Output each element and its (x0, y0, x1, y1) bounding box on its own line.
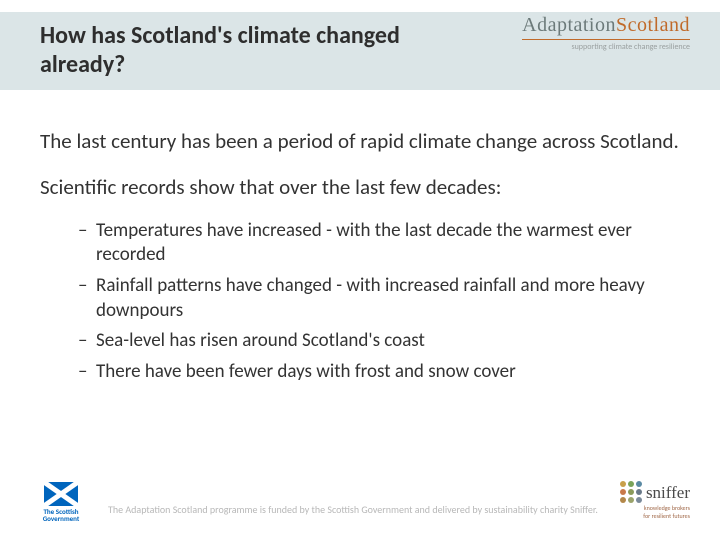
bullet-item: Sea-level has risen around Scotland's co… (78, 329, 680, 354)
bullet-item: Rainfall patterns have changed - with in… (78, 274, 680, 323)
brand-tagline: supporting climate change resilience (522, 39, 690, 52)
scottish-government-logo: The Scottish Government (36, 482, 86, 522)
brand-word-a: Adaptation (522, 14, 616, 36)
bullet-item: There have been fewer days with frost an… (78, 360, 680, 385)
sniffer-logo: sniffer knowledge brokers for resilient … (620, 481, 690, 520)
sniffer-logo-top: sniffer (620, 481, 690, 503)
content-area: The last century has been a period of ra… (40, 128, 680, 391)
slide-title: How has Scotland's climate changed alrea… (0, 22, 460, 80)
bullet-list: Temperatures have increased - with the l… (40, 219, 680, 385)
gov-logo-line-2: Government (36, 515, 86, 522)
sniffer-tagline-2: for resilient futures (620, 513, 690, 520)
intro-paragraph-1: The last century has been a period of ra… (40, 128, 680, 154)
footer: The Scottish Government The Adaptation S… (0, 478, 720, 526)
sniffer-word: sniffer (646, 483, 690, 503)
bullet-item: Temperatures have increased - with the l… (78, 219, 680, 268)
adaptation-scotland-logo: AdaptationScotland supporting climate ch… (522, 14, 690, 52)
sniffer-dots-icon (620, 481, 642, 503)
saltire-icon (44, 482, 78, 506)
sniffer-tagline-1: knowledge brokers (620, 505, 690, 512)
footer-text: The Adaptation Scotland programme is fun… (108, 503, 598, 516)
intro-paragraph-2: Scientific records show that over the la… (40, 174, 680, 200)
brand-text: AdaptationScotland (522, 14, 690, 37)
brand-word-b: Scotland (616, 14, 690, 36)
